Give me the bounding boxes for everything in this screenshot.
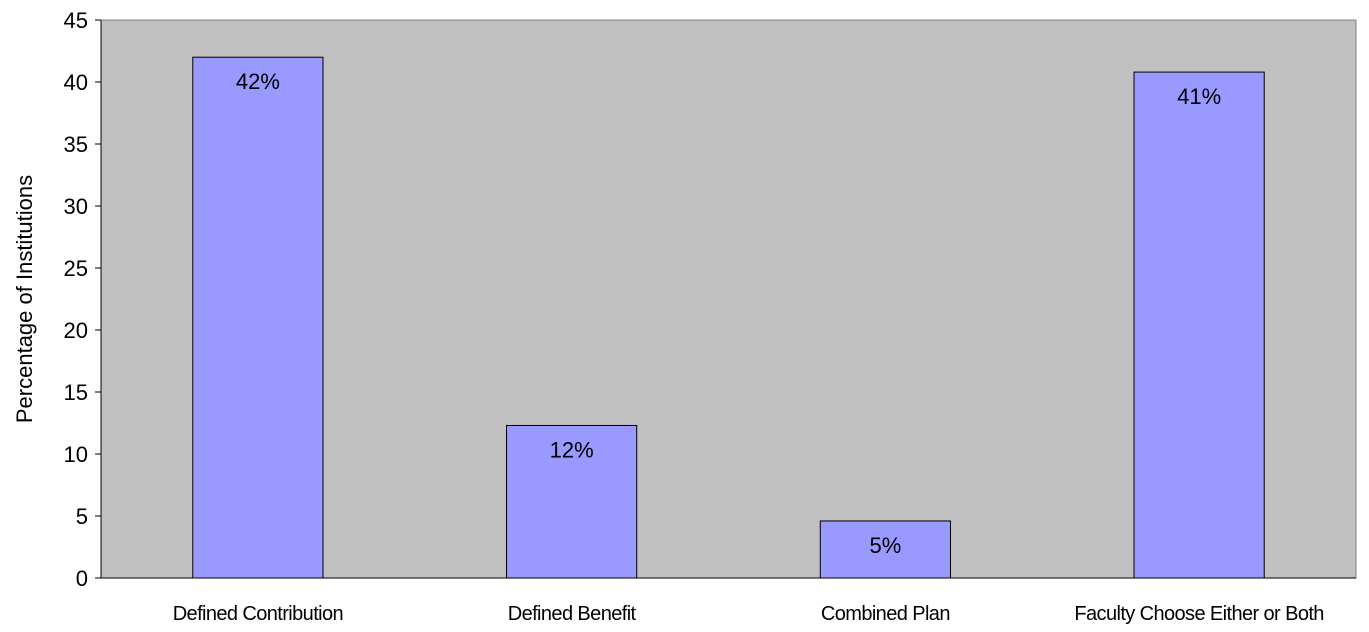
- bar: [192, 56, 324, 579]
- data-label: 42%: [236, 69, 280, 94]
- y-tick-label: 15: [64, 380, 88, 405]
- x-tick-label: Defined Benefit: [508, 603, 637, 625]
- y-axis-ticks: 0 5 10 15 20 25 30 35 40 45: [64, 8, 101, 591]
- bar: [506, 424, 638, 579]
- x-tick-label: Faculty Choose Either or Both: [1074, 603, 1323, 625]
- y-tick-label: 10: [64, 442, 88, 467]
- y-tick-label: 40: [64, 70, 88, 95]
- y-tick-label: 30: [64, 194, 88, 219]
- y-tick-label: 35: [64, 132, 88, 157]
- x-tick-label: Defined Contribution: [173, 603, 343, 625]
- bar: [1133, 71, 1265, 579]
- data-label: 41%: [1177, 84, 1221, 109]
- x-axis-labels: Defined Contribution Defined Benefit Combi…: [173, 603, 1325, 625]
- y-tick-label: 45: [64, 8, 88, 33]
- y-axis-title: Percentage of Institutions: [12, 175, 37, 423]
- bars: 42% 12% 5% 41%: [192, 56, 1265, 579]
- bar: [819, 520, 951, 579]
- data-label: 5%: [869, 533, 901, 558]
- y-tick-label: 5: [76, 504, 88, 529]
- data-label: 12%: [550, 437, 594, 462]
- y-tick-label: 0: [76, 566, 88, 591]
- y-tick-label: 20: [64, 318, 88, 343]
- x-tick-label: Combined Plan: [821, 603, 950, 625]
- y-tick-label: 25: [64, 256, 88, 281]
